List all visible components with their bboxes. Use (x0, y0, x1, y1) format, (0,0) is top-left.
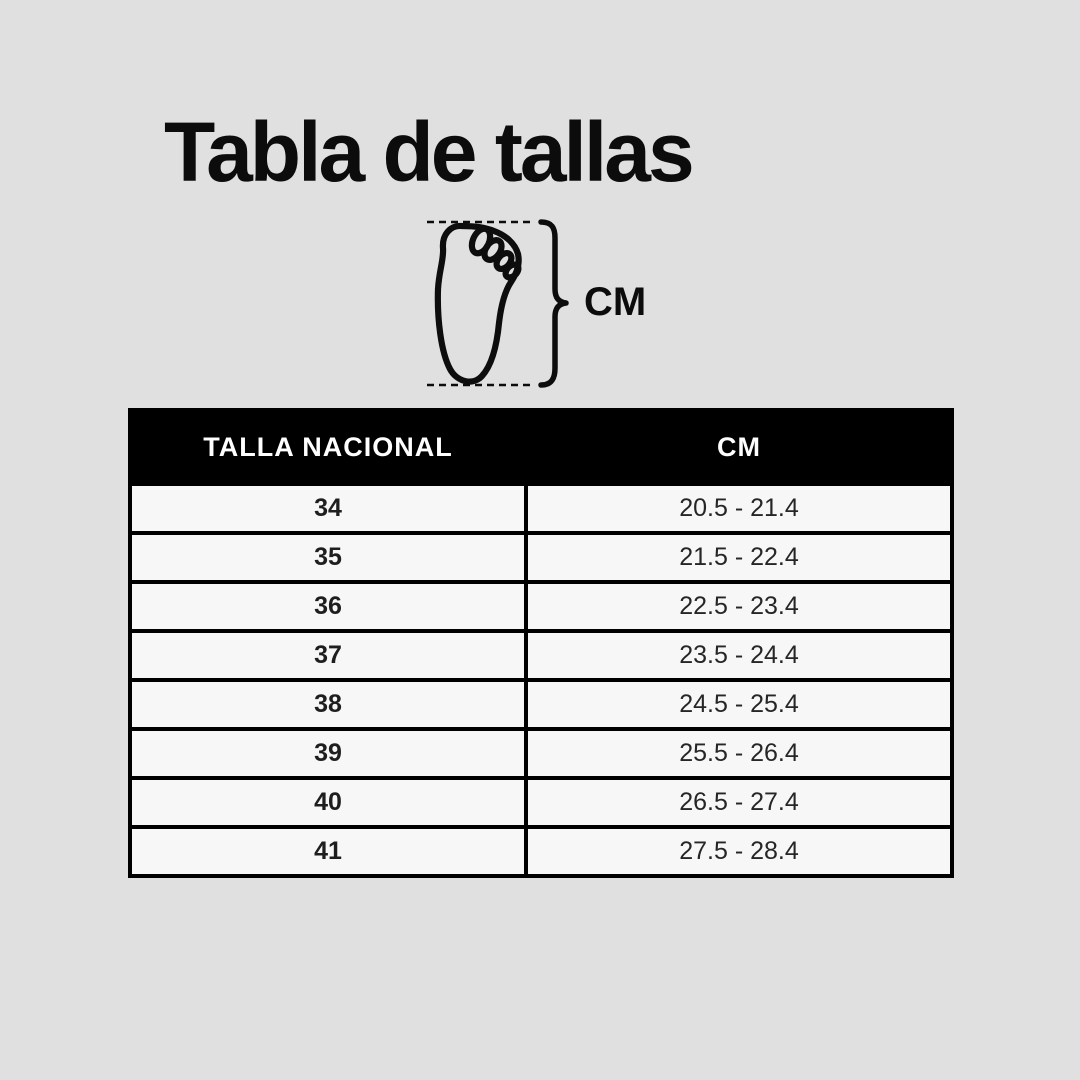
talla-cell: 39 (128, 727, 528, 780)
measure-brace (538, 219, 569, 388)
page-title: Tabla de tallas (164, 105, 695, 199)
size-table: TALLA NACIONAL CM 34 20.5 - 21.4 35 21.5… (128, 408, 954, 878)
table-row: 36 22.5 - 23.4 (128, 580, 954, 633)
talla-cell: 34 (128, 482, 528, 535)
table-row: 37 23.5 - 24.4 (128, 629, 954, 682)
talla-cell: 35 (128, 531, 528, 584)
column-header-talla-nacional: TALLA NACIONAL (128, 408, 528, 486)
cm-cell: 24.5 - 25.4 (524, 678, 954, 731)
foot-measurement-figure (415, 205, 665, 400)
table-header-row: TALLA NACIONAL CM (128, 408, 954, 486)
table-row: 41 27.5 - 28.4 (128, 825, 954, 878)
table-row: 34 20.5 - 21.4 (128, 482, 954, 535)
foot-sole-icon (427, 219, 569, 388)
talla-cell: 38 (128, 678, 528, 731)
talla-cell: 36 (128, 580, 528, 633)
cm-cell: 27.5 - 28.4 (524, 825, 954, 878)
cm-cell: 20.5 - 21.4 (524, 482, 954, 535)
cm-cell: 22.5 - 23.4 (524, 580, 954, 633)
cm-cell: 25.5 - 26.4 (524, 727, 954, 780)
table-row: 39 25.5 - 26.4 (128, 727, 954, 780)
unit-label-cm: CM (584, 280, 647, 324)
cm-cell: 21.5 - 22.4 (524, 531, 954, 584)
table-row: 38 24.5 - 25.4 (128, 678, 954, 731)
talla-cell: 41 (128, 825, 528, 878)
table-row: 35 21.5 - 22.4 (128, 531, 954, 584)
column-header-cm: CM (524, 408, 954, 486)
footprint-outline (434, 222, 522, 385)
table-row: 40 26.5 - 27.4 (128, 776, 954, 829)
talla-cell: 37 (128, 629, 528, 682)
cm-cell: 23.5 - 24.4 (524, 629, 954, 682)
cm-cell: 26.5 - 27.4 (524, 776, 954, 829)
talla-cell: 40 (128, 776, 528, 829)
